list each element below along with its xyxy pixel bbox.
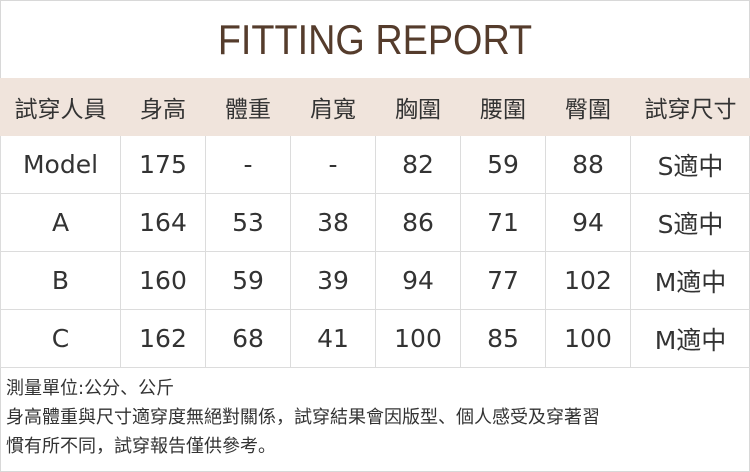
- table-cell: 77: [460, 251, 546, 310]
- table-cell: S適中: [630, 135, 750, 194]
- column-header: 臀圍: [545, 78, 631, 136]
- column-header: 胸圍: [375, 78, 461, 136]
- table-cell: M適中: [630, 251, 750, 310]
- table-cell: -: [290, 135, 376, 194]
- table-row: A 164 53 38 86 71 94 S適中: [0, 193, 750, 252]
- table-cell: 175: [120, 135, 206, 194]
- table-cell: 59: [460, 135, 546, 194]
- table-cell: 94: [375, 251, 461, 310]
- column-header: 試穿人員: [0, 78, 121, 136]
- report-title: FITTING REPORT: [217, 16, 533, 63]
- table-cell: 39: [290, 251, 376, 310]
- table-cell: 100: [375, 309, 461, 368]
- column-header: 肩寬: [290, 78, 376, 136]
- table-cell: 68: [205, 309, 291, 368]
- table-cell: S適中: [630, 193, 750, 252]
- header-row: 試穿人員 身高 體重 肩寬 胸圍 腰圍 臀圍 試穿尺寸: [0, 78, 750, 136]
- table-row: B 160 59 39 94 77 102 M適中: [0, 251, 750, 310]
- table-cell: 38: [290, 193, 376, 252]
- table-cell: 86: [375, 193, 461, 252]
- table-cell: Model: [0, 135, 121, 194]
- table-cell: 82: [375, 135, 461, 194]
- table-row: Model 175- -82 59 88 S適中: [0, 135, 750, 194]
- table-cell: 71: [460, 193, 546, 252]
- table-cell: C: [0, 309, 121, 368]
- column-header: 腰圍: [460, 78, 546, 136]
- table-cell: 100: [545, 309, 631, 368]
- table-cell: 88: [545, 135, 631, 194]
- table-cell: A: [0, 193, 121, 252]
- notes: 測量單位:公分、公斤 身高體重與尺寸適穿度無絕對關係，試穿結果會因版型、個人感受…: [6, 374, 600, 461]
- column-header: 體重: [205, 78, 291, 136]
- table-cell: 164: [120, 193, 206, 252]
- note-line: 慣有所不同，試穿報告僅供參考。: [6, 436, 276, 457]
- note-line: 身高體重與尺寸適穿度無絕對關係，試穿結果會因版型、個人感受及穿著習: [6, 407, 600, 428]
- table-row: C 162 68 41 100 85 100 M適中: [0, 309, 750, 368]
- table-cell: 94: [545, 193, 631, 252]
- table-cell: -: [205, 135, 291, 194]
- table-cell: 59: [205, 251, 291, 310]
- table-cell: 41: [290, 309, 376, 368]
- table-cell: 162: [120, 309, 206, 368]
- table-cell: 85: [460, 309, 546, 368]
- note-line: 測量單位:公分、公斤: [6, 378, 175, 399]
- fitting-table: 試穿人員 身高 體重 肩寬 胸圍 腰圍 臀圍 試穿尺寸 Model 175- -82 59 88 S適中…: [0, 78, 750, 368]
- table-cell: 160: [120, 251, 206, 310]
- table-cell: B: [0, 251, 121, 310]
- table-cell: M適中: [630, 309, 750, 368]
- table-cell: 53: [205, 193, 291, 252]
- table-cell: 102: [545, 251, 631, 310]
- column-header: 試穿尺寸: [630, 78, 750, 136]
- column-header: 身高: [120, 78, 206, 136]
